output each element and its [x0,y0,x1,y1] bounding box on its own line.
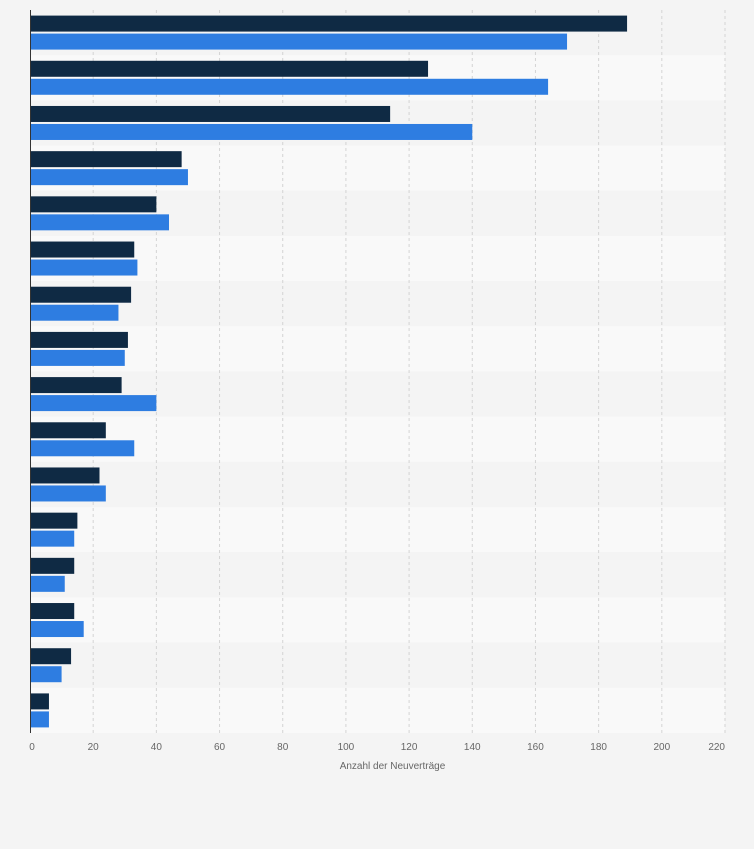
bar-series-2 [30,33,568,50]
x-tick-label: 140 [464,742,481,753]
bar-series-2 [30,304,119,321]
bar-series-1 [30,603,75,620]
bar-series-2 [30,621,84,638]
bar-series-1 [30,241,135,258]
bar-series-1 [30,60,429,77]
bar-series-2 [30,440,135,457]
x-tick-label: 160 [527,742,544,753]
bar-series-1 [30,196,157,213]
x-tick-label: 220 [708,742,725,753]
row-band [30,642,725,688]
bar-series-2 [30,123,473,140]
bar-series-1 [30,557,75,574]
bar-series-1 [30,286,132,303]
x-tick-label: 80 [277,742,289,753]
bar-series-2 [30,214,169,231]
bar-series-1 [30,151,182,168]
bar-series-1 [30,512,78,529]
bar-series-2 [30,169,188,186]
row-band [30,326,725,372]
bar-series-2 [30,666,62,683]
row-band [30,281,725,327]
bar-series-2 [30,711,49,728]
bar-series-2 [30,259,138,276]
x-tick-label: 100 [338,742,355,753]
x-tick-label: 40 [151,742,163,753]
bar-series-2 [30,78,549,95]
x-axis-title: Anzahl der Neuverträge [340,761,446,772]
bar-series-1 [30,648,72,665]
x-tick-label: 0 [29,742,35,753]
row-band [30,687,725,733]
row-band [30,552,725,598]
row-band [30,461,725,508]
row-band [30,416,725,462]
bar-series-1 [30,377,122,394]
bar-series-2 [30,485,106,502]
x-tick-label: 20 [88,742,100,753]
bar-series-2 [30,395,157,412]
bar-series-1 [30,422,106,439]
row-band [30,507,725,553]
row-band [30,235,725,282]
bar-series-2 [30,530,75,547]
bar-series-1 [30,693,49,710]
row-band [30,597,725,643]
x-tick-label: 180 [590,742,607,753]
x-tick-label: 120 [401,742,418,753]
x-tick-label: 60 [214,742,226,753]
bar-series-1 [30,105,391,122]
x-tick-label: 200 [653,742,670,753]
bar-series-1 [30,331,128,348]
bar-series-1 [30,15,628,32]
bar-series-2 [30,575,65,592]
bar-series-2 [30,349,125,366]
bar-series-1 [30,467,100,484]
